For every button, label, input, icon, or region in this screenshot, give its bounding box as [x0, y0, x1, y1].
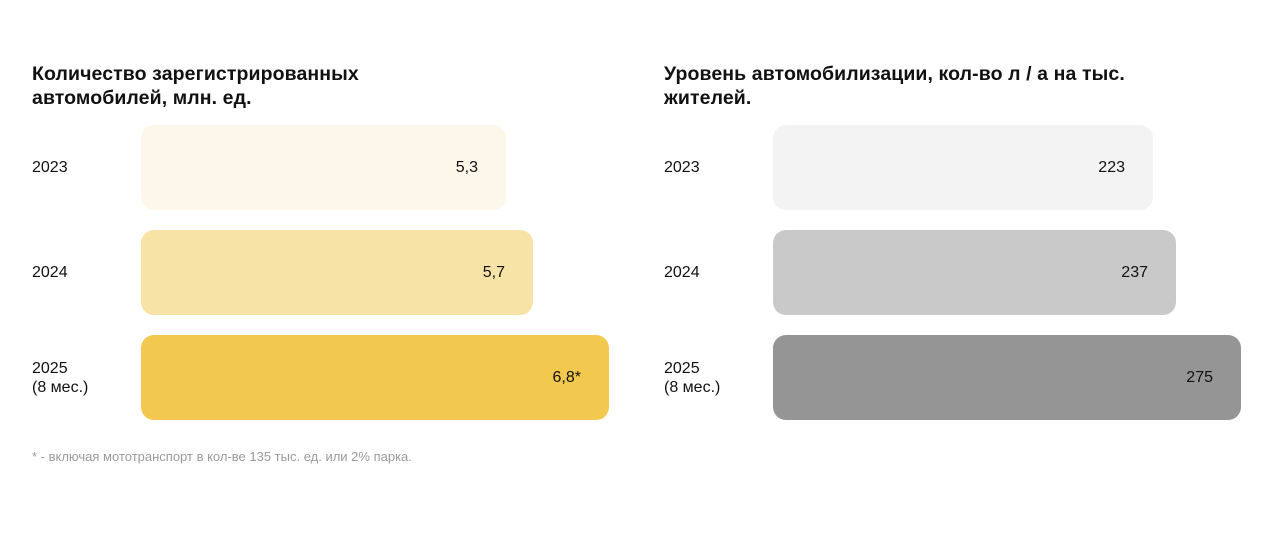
category-label-line: 2024 — [664, 264, 700, 281]
category-label: 2025 (8 мес.) — [32, 335, 88, 420]
bar — [141, 125, 506, 210]
bar — [141, 230, 533, 315]
bar-row: 2025 (8 мес.) 6,8* — [32, 335, 652, 420]
category-label-line: 2023 — [664, 159, 700, 176]
category-label-line: (8 мес.) — [664, 378, 721, 396]
chart-title-line: Количество зарегистрированных — [32, 63, 359, 85]
chart-title-line: автомобилей, млн. ед. — [32, 87, 252, 109]
bar-row: 2023 223 — [664, 125, 1280, 210]
value-label: 5,7 — [482, 264, 505, 281]
bar — [773, 125, 1153, 210]
value-label: 6,8* — [552, 369, 581, 386]
value-label: 5,3 — [455, 159, 478, 176]
category-label-line: 2025 — [32, 359, 68, 377]
bar-row: 2025 (8 мес.) 275 — [664, 335, 1280, 420]
bar-row: 2024 5,7 — [32, 230, 652, 315]
bar — [773, 335, 1241, 420]
value-label: 275 — [1186, 369, 1213, 386]
category-label-line: 2024 — [32, 264, 68, 281]
category-label: 2025 (8 мес.) — [664, 335, 720, 420]
footnote: * - включая мототранспорт в кол-ве 135 т… — [32, 449, 412, 464]
category-label: 2023 — [664, 125, 700, 210]
chart-title-line: Уровень автомобилизации, кол-во л / а на… — [664, 63, 1125, 85]
chart-title-line: жителей. — [664, 87, 752, 109]
category-label: 2024 — [664, 230, 700, 315]
category-label: 2023 — [32, 125, 68, 210]
category-label-line: 2023 — [32, 159, 68, 176]
bar-row: 2024 237 — [664, 230, 1280, 315]
bar — [141, 335, 609, 420]
value-label: 237 — [1121, 264, 1148, 281]
value-label: 223 — [1098, 159, 1125, 176]
category-label-line: 2025 — [664, 359, 700, 377]
bar-row: 2023 5,3 — [32, 125, 652, 210]
category-label-line: (8 мес.) — [32, 378, 89, 396]
chart-title: Уровень автомобилизации, кол-во л / а на… — [664, 62, 1125, 110]
bar — [773, 230, 1176, 315]
chart-title: Количество зарегистрированных автомобилей… — [32, 62, 359, 110]
category-label: 2024 — [32, 230, 68, 315]
